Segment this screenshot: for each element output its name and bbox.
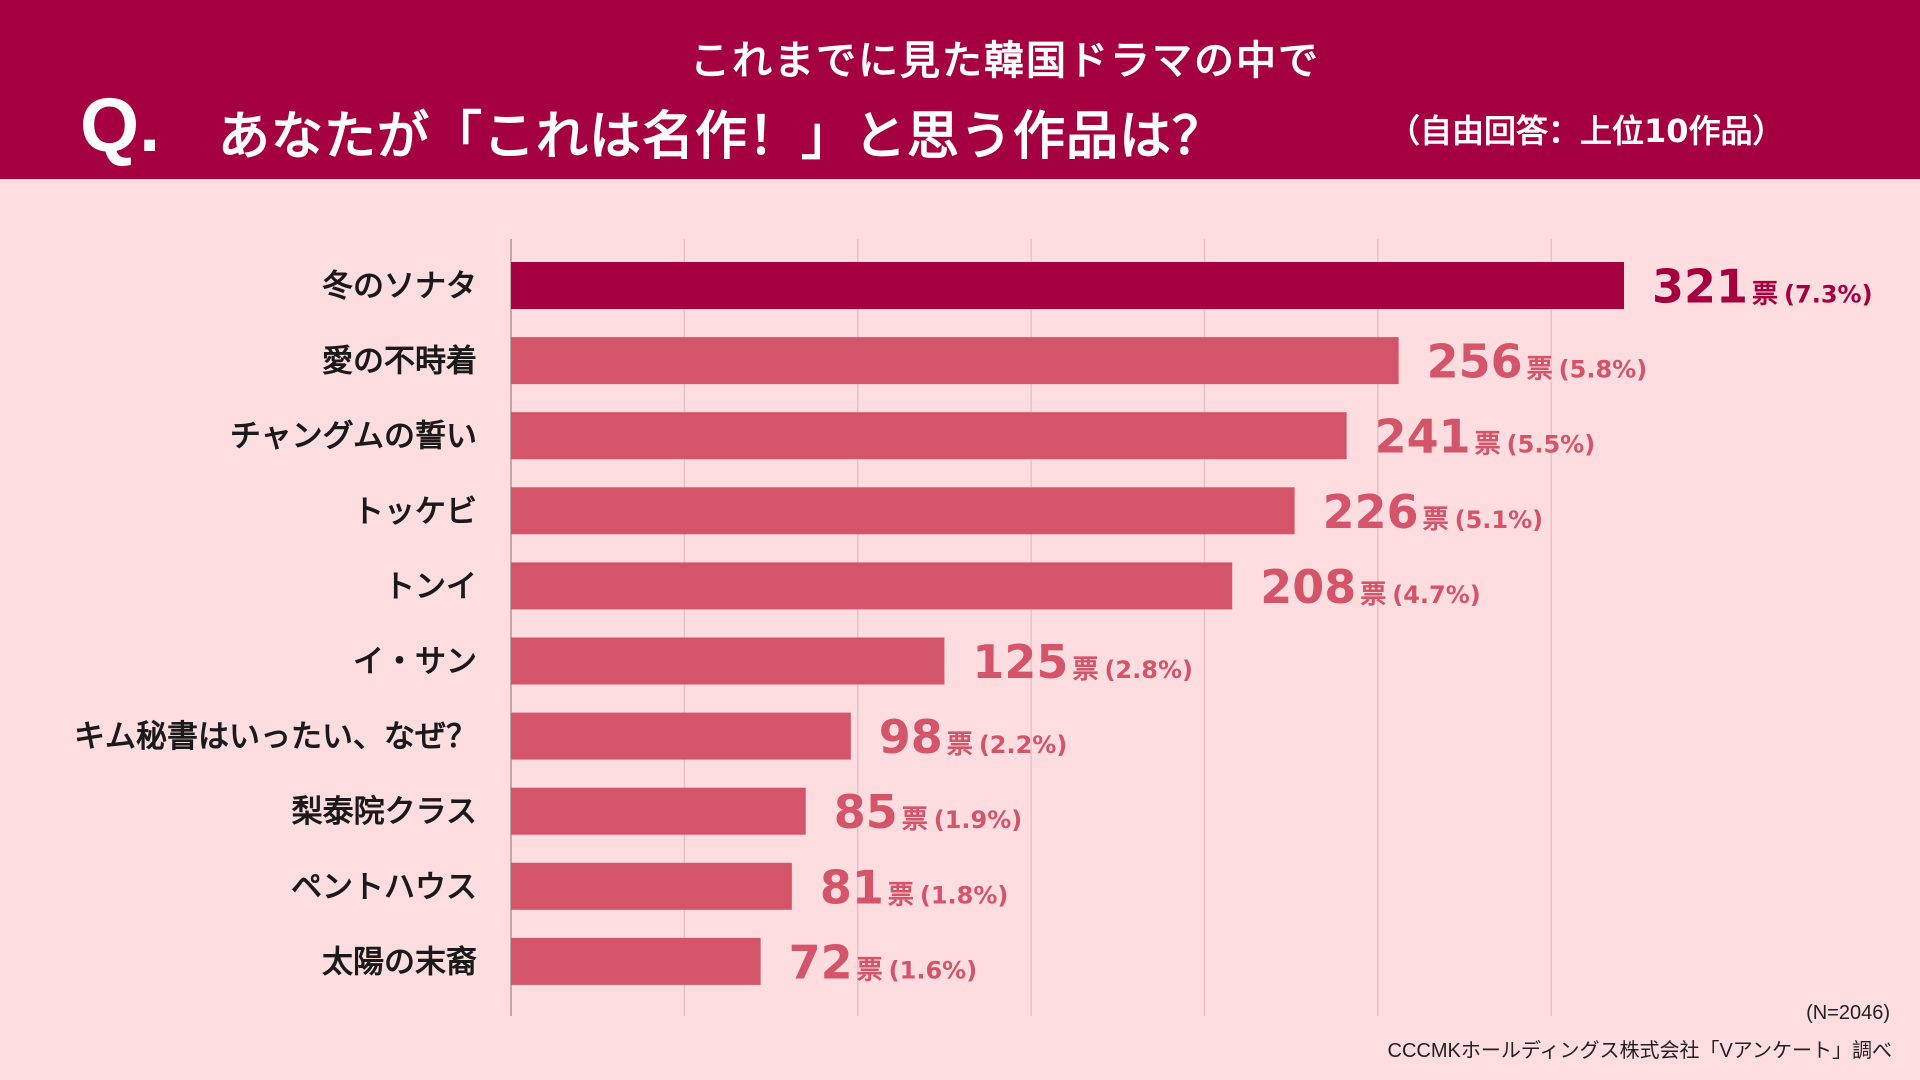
source-note: CCCMKホールディングス株式会社「Vアンケート」調べ [1387, 1040, 1892, 1062]
bar [511, 262, 1624, 309]
category-label: トッケビ [353, 494, 477, 530]
value-unit: 票 [947, 730, 973, 760]
category-label: トンイ [384, 569, 477, 605]
percent-label: (2.8%) [1104, 656, 1193, 684]
bar [511, 637, 945, 685]
sample-size: (N=2046) [1806, 1002, 1890, 1024]
value-number: 226 [1323, 485, 1419, 539]
bar [511, 862, 792, 910]
data-label: 226 票 (5.1%) [1323, 485, 1544, 539]
category-label: イ・サン [353, 644, 477, 680]
percent-label: (7.3%) [1784, 281, 1873, 309]
value-number: 208 [1260, 560, 1356, 614]
value-unit: 票 [1072, 655, 1098, 685]
category-label: ペントハウス [291, 869, 477, 905]
data-label: 125 票 (2.8%) [972, 635, 1193, 689]
category-label: チャングムの誓い [230, 419, 477, 455]
value-unit: 票 [1360, 580, 1386, 610]
bar [511, 412, 1347, 460]
percent-label: (2.2%) [979, 731, 1068, 759]
category-label: 太陽の末裔 [322, 944, 477, 980]
value-unit: 票 [1527, 355, 1553, 385]
data-label: 256 票 (5.8%) [1427, 335, 1648, 389]
bar [511, 787, 806, 835]
category-label: 愛の不時着 [322, 344, 477, 380]
value-number: 321 [1652, 260, 1748, 314]
value-unit: 票 [902, 805, 928, 835]
value-number: 81 [820, 860, 884, 914]
bar [511, 712, 851, 760]
percent-label: (5.8%) [1559, 356, 1648, 384]
data-label: 72 票 (1.6%) [789, 935, 978, 989]
title-subtitle: これまでに見た韓国ドラマの中で [690, 38, 1320, 84]
percent-label: (4.7%) [1392, 581, 1481, 609]
percent-label: (5.5%) [1507, 431, 1596, 459]
category-label: 梨泰院クラス [292, 794, 477, 830]
value-number: 256 [1427, 335, 1523, 389]
category-label: キム秘書はいったい、なぜ？ [74, 719, 477, 755]
data-label: 98 票 (2.2%) [879, 710, 1068, 764]
value-number: 85 [834, 785, 898, 839]
title-note: （自由回答：上位10作品） [1388, 112, 1785, 150]
value-unit: 票 [1752, 280, 1778, 310]
value-number: 241 [1375, 410, 1471, 464]
data-label: 208 票 (4.7%) [1260, 560, 1481, 614]
percent-label: (1.8%) [920, 881, 1009, 909]
data-label: 321 票 (7.3%) [1652, 260, 1873, 314]
value-unit: 票 [888, 880, 914, 910]
data-label: 241 票 (5.5%) [1375, 410, 1596, 464]
value-number: 98 [879, 710, 943, 764]
bar [511, 937, 761, 985]
value-unit: 票 [857, 955, 883, 985]
bar [511, 487, 1295, 535]
percent-label: (1.9%) [934, 806, 1023, 834]
question-mark-label: Q. [80, 83, 161, 168]
bar [511, 562, 1233, 610]
value-unit: 票 [1475, 430, 1501, 460]
chart-title: あなたが「これは名作！」と思う作品は？ [218, 107, 1226, 167]
value-number: 125 [972, 635, 1068, 689]
data-label: 85 票 (1.9%) [834, 785, 1023, 839]
header-banner: これまでに見た韓国ドラマの中で Q. あなたが「これは名作！」と思う作品は？ （… [0, 0, 1920, 179]
value-unit: 票 [1423, 505, 1449, 535]
category-label: 冬のソナタ [322, 269, 477, 305]
data-label: 81 票 (1.8%) [820, 860, 1009, 914]
percent-label: (5.1%) [1455, 506, 1544, 534]
value-number: 72 [789, 935, 853, 989]
bar [511, 337, 1399, 385]
percent-label: (1.6%) [889, 956, 978, 984]
